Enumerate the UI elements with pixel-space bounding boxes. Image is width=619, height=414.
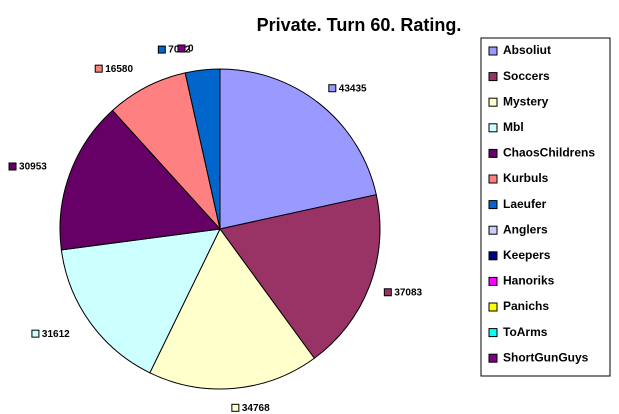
legend-label: ToArms [503, 325, 548, 339]
pie-slice [219, 68, 377, 230]
legend-swatch [488, 148, 498, 158]
legend-swatch [488, 174, 498, 184]
legend-swatch [488, 225, 498, 235]
legend-label: ShortGunGuys [503, 350, 589, 364]
value-label: 30953 [19, 162, 47, 173]
value-label-key [231, 403, 240, 412]
legend-swatch [488, 302, 498, 312]
legend-swatch [488, 251, 498, 261]
legend-swatch [488, 200, 498, 210]
value-label: 31612 [42, 329, 70, 340]
value-label-key [177, 44, 186, 53]
value-label-key [157, 45, 166, 54]
legend-label: Hanoriks [503, 274, 555, 288]
legend-label: ChaosChildrens [503, 146, 595, 160]
legend-label: Absoliut [503, 43, 551, 57]
legend-box [480, 37, 611, 377]
legend-swatch [488, 276, 498, 286]
legend-label: Mystery [503, 94, 549, 108]
legend-swatch [488, 328, 498, 338]
legend-label: Mbl [503, 120, 524, 134]
value-label-key [31, 329, 40, 338]
value-label-key [328, 84, 337, 93]
pie-slice [149, 228, 316, 390]
value-label: 0 [188, 44, 194, 55]
legend-swatch [488, 46, 498, 56]
legend-label: Keepers [503, 248, 551, 262]
value-label: 34768 [242, 403, 270, 414]
legend-swatch [488, 353, 498, 363]
legend-label: Panichs [503, 299, 549, 313]
value-label-key [8, 162, 17, 171]
legend-label: Soccers [503, 69, 550, 83]
value-label: 37083 [394, 287, 422, 298]
value-label-key [383, 288, 392, 297]
legend-label: Kurbuls [503, 171, 549, 185]
legend-label: Anglers [503, 222, 548, 236]
value-label: 16580 [105, 64, 133, 75]
pie-slice [60, 228, 221, 374]
chart-title: Private. Turn 60. Rating. [257, 15, 462, 35]
pie-slice [59, 109, 222, 251]
legend-label: Laeufer [503, 197, 547, 211]
pie-slice [184, 68, 221, 230]
legend-swatch [488, 72, 498, 82]
legend-swatch [488, 97, 498, 107]
value-label-key [94, 64, 103, 73]
pie-slice [219, 194, 381, 359]
value-label: 43435 [339, 83, 367, 94]
legend-swatch [488, 123, 498, 133]
